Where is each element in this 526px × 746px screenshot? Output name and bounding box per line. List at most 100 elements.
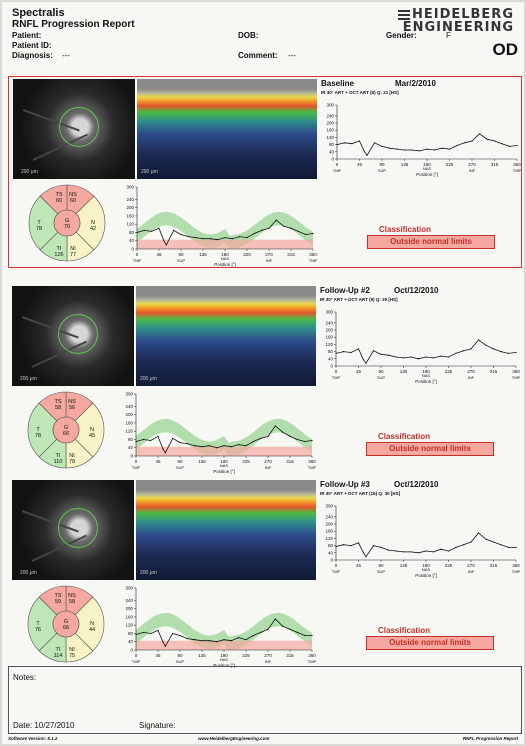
date-value: 10/27/2010 (34, 721, 75, 730)
y-tick-label: 160 (125, 420, 133, 425)
data-point (485, 344, 487, 346)
data-point (194, 445, 196, 447)
logo-bars-icon (397, 9, 410, 20)
data-point (387, 354, 390, 356)
website: www.HeidelbergEngineering.com (198, 736, 270, 741)
sector-n-name: N (91, 220, 95, 226)
x-tick-label: 180 (220, 653, 228, 658)
bscan-scale-label: 200 µm (140, 570, 157, 576)
sector-label: TMP (512, 569, 520, 574)
x-tick-label: 135 (198, 459, 206, 464)
data-point (275, 219, 277, 221)
profile-chart-svg: 0 40 80 120 160 200 240 300 0 45 90 135 180 225 270 315… (126, 185, 317, 268)
bscan-scale-label: 200 µm (141, 169, 158, 175)
x-tick-label: 315 (490, 369, 498, 374)
classification-label: Classification (378, 626, 431, 635)
profile-chart-svg: 0 40 80 120 160 200 240 300 0 45 90 135 180 225 270 315… (125, 392, 316, 475)
sector-g-name: G (64, 619, 68, 625)
data-point (462, 544, 465, 546)
x-tick-label: 225 (243, 252, 251, 257)
fundus-image: 200 µm (12, 480, 134, 580)
data-point (253, 232, 255, 235)
sector-ts-value: 59 (55, 599, 61, 605)
y-tick-label: 0 (330, 558, 333, 563)
data-point (282, 625, 284, 627)
oct-bscan-image: 200 µm (137, 79, 317, 179)
data-point (395, 356, 397, 358)
sector-wheel-container: NS 56 N 45 NI 78 TI 110 T 78 TS 58 G 66 (14, 388, 118, 472)
exam-info: IR 30° ART + OCT ART (16) Q: 30 [HS] (320, 491, 401, 496)
x-tick-label: 135 (400, 563, 408, 568)
data-point (208, 640, 210, 642)
sector-ti-name: TI (56, 647, 61, 653)
profile-chart: 0 40 80 120 160 200 240 300 0 45 90 135 180 225 270 315… (116, 388, 316, 476)
x-axis-label: Position [°] (213, 663, 235, 668)
x-tick-label: 360 (513, 162, 521, 167)
thickness-line (136, 219, 314, 246)
x-tick-label: 225 (446, 162, 454, 167)
data-point (432, 551, 435, 553)
data-point (365, 362, 367, 364)
sector-ti-name: TI (56, 453, 61, 459)
data-point (471, 140, 473, 142)
sector-g-name: G (65, 218, 69, 224)
y-tick-label: 80 (128, 437, 134, 442)
y-tick-label: 240 (325, 514, 333, 519)
data-point (162, 448, 164, 450)
right-chart-svg: 0 40 80 120 160 200 240 300 0 45 90 135 180 225 270 315… (326, 103, 521, 178)
data-point (246, 237, 248, 239)
x-tick-label: 90 (177, 459, 183, 464)
sector-label: SUP (378, 168, 387, 173)
sector-ns-value: 56 (69, 405, 75, 411)
footer-report-name: RNFL Progression Report (462, 736, 518, 741)
x-tick-label: 315 (286, 653, 294, 658)
data-point (358, 140, 361, 142)
data-point (486, 138, 488, 140)
data-point (268, 227, 270, 229)
data-point (501, 143, 503, 145)
sector-label: TMP (132, 465, 141, 470)
x-tick-label: 0 (335, 369, 338, 374)
sector-label: TMP (332, 375, 341, 380)
data-point (304, 440, 306, 443)
data-point (342, 544, 345, 546)
data-point (363, 151, 366, 153)
data-point (470, 348, 472, 350)
sector-t-value: 78 (35, 433, 41, 439)
sector-label: TMP (333, 168, 342, 173)
data-point (162, 641, 164, 643)
data-point (173, 229, 175, 231)
sector-g-value: 66 (63, 625, 69, 631)
sector-label: INF (265, 465, 272, 470)
notes-box: Notes: Date: 10/27/2010 Signature: (8, 666, 522, 734)
diagnosis-value: --- (62, 51, 70, 60)
data-point (245, 445, 247, 447)
scan-circle (58, 314, 98, 354)
data-point (261, 229, 263, 231)
sector-label: SUP (177, 258, 186, 263)
x-tick-label: 135 (400, 369, 408, 374)
exam-panel: 200 µm 200 µm NS 56 N 45 NI 78 TI 110 T 78 TS 58 G 66… (8, 284, 522, 476)
outside-normal-band (137, 239, 313, 249)
data-point (500, 351, 502, 353)
data-point (508, 145, 511, 147)
data-point (289, 628, 291, 630)
sector-ts-name: TS (54, 399, 61, 405)
data-point (507, 546, 510, 548)
data-point (402, 357, 405, 359)
data-point (217, 239, 219, 241)
data-point (260, 437, 262, 440)
data-point (179, 634, 181, 637)
data-point (516, 144, 518, 147)
data-point (365, 556, 367, 558)
sector-ni-value: 75 (69, 653, 75, 659)
sector-ti-value: 126 (54, 252, 63, 258)
fundus-scale-label: 200 µm (20, 570, 37, 576)
data-point (252, 634, 254, 637)
data-point (223, 639, 225, 641)
thickness-line (335, 532, 516, 558)
data-point (477, 339, 480, 341)
data-point (396, 148, 398, 150)
data-point (425, 550, 427, 552)
data-point (208, 445, 210, 447)
